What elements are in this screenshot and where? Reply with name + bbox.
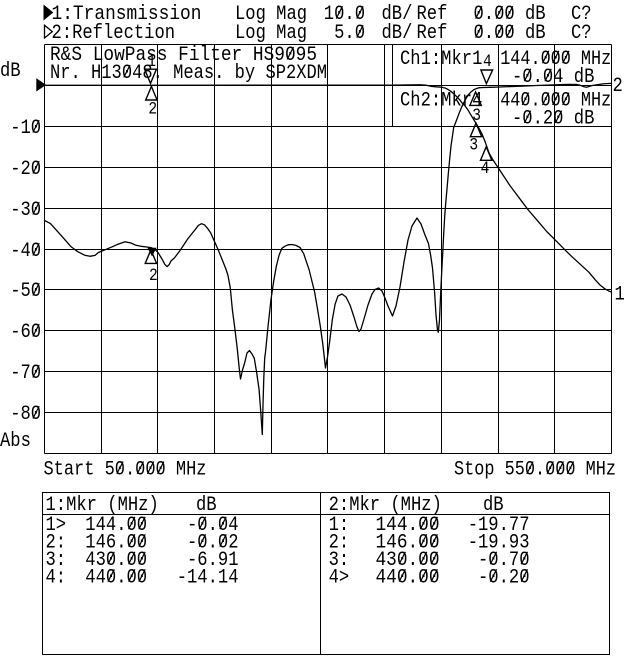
- svg-text:-0.70: -0.70: [478, 548, 529, 572]
- svg-text:2: 2: [148, 100, 157, 119]
- svg-text:dB/: dB/: [382, 2, 413, 26]
- svg-text:440.00: 440.00: [85, 565, 147, 589]
- svg-text:-40: -40: [10, 239, 41, 263]
- svg-text:4>: 4>: [329, 565, 350, 589]
- svg-text:144.00: 144.00: [376, 513, 440, 537]
- svg-text:-19.77: -19.77: [468, 513, 530, 537]
- svg-text:-14.14: -14.14: [177, 565, 239, 589]
- svg-text:C?: C?: [571, 2, 592, 26]
- svg-text:2:: 2:: [46, 530, 67, 554]
- svg-text:Ref: Ref: [417, 21, 448, 45]
- svg-text:146.00: 146.00: [376, 530, 440, 554]
- svg-text:-50: -50: [10, 279, 41, 303]
- svg-text:Ch2:Mkr4: Ch2:Mkr4: [400, 88, 482, 112]
- svg-text:R&S LowPass Filter HS9095: R&S LowPass Filter HS9095: [50, 43, 317, 67]
- svg-text:2: 2: [613, 74, 623, 98]
- svg-text:1:Mkr (MHz): 1:Mkr (MHz): [46, 493, 159, 517]
- svg-text:1>: 1>: [46, 513, 67, 537]
- svg-text:dB/: dB/: [382, 21, 413, 45]
- svg-text:144.00: 144.00: [85, 513, 147, 537]
- svg-text:-60: -60: [10, 320, 41, 344]
- svg-text:440.00: 440.00: [376, 565, 440, 589]
- svg-text:C?: C?: [571, 21, 592, 45]
- svg-text:-70: -70: [10, 361, 41, 385]
- svg-text:-30: -30: [10, 198, 41, 222]
- svg-text:2: 2: [149, 266, 158, 285]
- svg-text:5.0: 5.0: [334, 21, 365, 45]
- svg-text:4:: 4:: [46, 565, 67, 589]
- svg-text:-0.20: -0.20: [478, 565, 529, 589]
- svg-text:146.00: 146.00: [85, 530, 147, 554]
- svg-text:2:: 2:: [329, 530, 350, 554]
- svg-text:Log Mag: Log Mag: [235, 2, 307, 26]
- svg-text:-0.04 dB: -0.04 dB: [512, 65, 594, 89]
- svg-text:430.00: 430.00: [376, 548, 440, 572]
- svg-text:1:Transmission: 1:Transmission: [52, 2, 202, 26]
- svg-text:1: 1: [615, 282, 625, 306]
- svg-text:4: 4: [481, 159, 490, 178]
- svg-text:-80: -80: [10, 402, 41, 426]
- svg-text:3: 3: [472, 106, 481, 125]
- svg-text:2:Mkr (MHz): 2:Mkr (MHz): [329, 493, 442, 517]
- svg-text:2:Reflection: 2:Reflection: [52, 21, 176, 45]
- svg-text:dB: dB: [196, 493, 217, 517]
- svg-text:430.00: 430.00: [85, 548, 147, 572]
- svg-text:Log Mag: Log Mag: [235, 21, 307, 45]
- svg-text:4: 4: [483, 52, 492, 71]
- svg-text:Ref: Ref: [417, 2, 448, 26]
- svg-text:Stop 550.000 MHz: Stop 550.000 MHz: [454, 457, 616, 481]
- svg-text:10.0: 10.0: [324, 2, 365, 26]
- svg-text:3:: 3:: [329, 548, 350, 572]
- svg-text:-6.91: -6.91: [187, 548, 238, 572]
- svg-text:1: 1: [147, 52, 156, 71]
- svg-text:Abs: Abs: [0, 429, 31, 453]
- svg-text:-19.93: -19.93: [468, 530, 530, 554]
- svg-text:3:: 3:: [46, 548, 67, 572]
- svg-text:3: 3: [469, 135, 478, 154]
- svg-text:Ch1:Mkr1: Ch1:Mkr1: [400, 47, 482, 71]
- svg-text:Start 50.000 MHz: Start 50.000 MHz: [44, 457, 207, 481]
- svg-text:-0.20 dB: -0.20 dB: [512, 106, 594, 130]
- svg-text:dB: dB: [483, 493, 504, 517]
- svg-text:dB: dB: [0, 59, 21, 83]
- svg-text:-20: -20: [10, 157, 41, 181]
- svg-text:1:: 1:: [329, 513, 350, 537]
- svg-text:Nr. H13048. Meas. by SP2XDM: Nr. H13048. Meas. by SP2XDM: [50, 61, 327, 85]
- svg-text:-10: -10: [10, 116, 41, 140]
